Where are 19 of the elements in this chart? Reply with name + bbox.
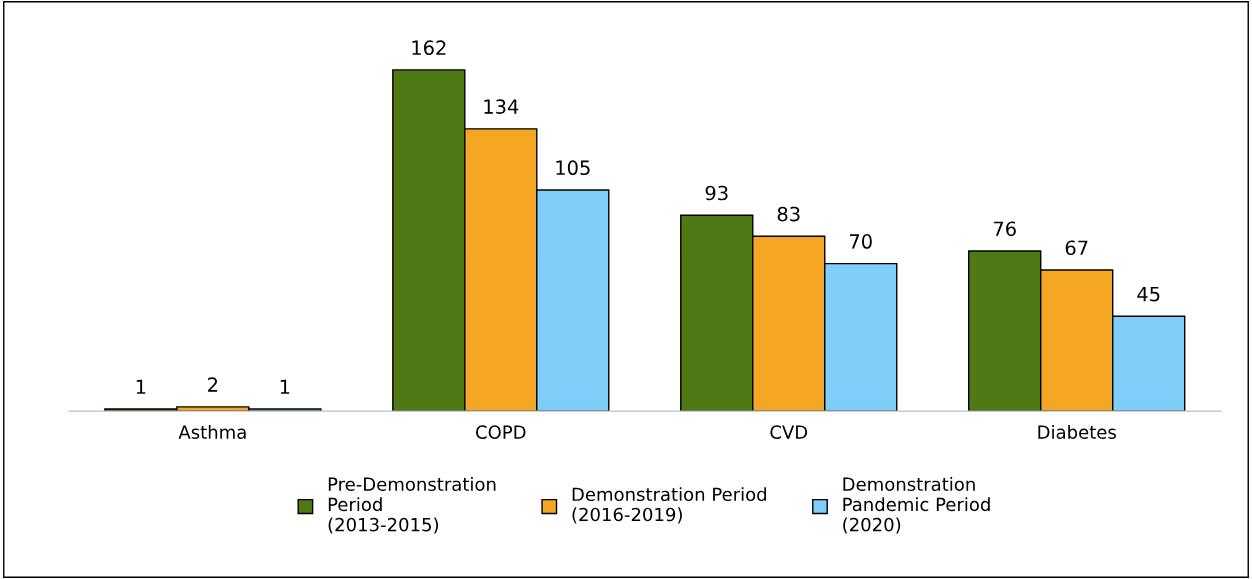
data-label: 134 [484, 99, 519, 114]
data-label: 70 [849, 234, 872, 249]
data-label: 45 [1137, 286, 1160, 302]
data-label: 2 [208, 377, 218, 392]
data-label: 83 [777, 206, 800, 222]
data-label: 93 [705, 185, 728, 201]
data-label: 105 [556, 160, 590, 176]
x-tick-label: CVD [770, 425, 808, 439]
x-tick-label: COPD [476, 425, 526, 439]
data-label: 67 [1065, 240, 1088, 256]
legend-label: Pre-Demonstration Period (2013-2015) [328, 477, 496, 534]
data-label: 1 [280, 379, 290, 394]
data-label: 76 [993, 221, 1016, 237]
legend-label: Demonstration Pandemic Period (2020) [843, 477, 990, 534]
x-tick-label: Asthma [178, 424, 246, 439]
data-label: 162 [412, 40, 446, 56]
legend-label: Demonstration Period (2016-2019) [572, 487, 766, 524]
x-tick-label: Diabetes [1038, 424, 1116, 439]
data-label: 1 [136, 379, 146, 394]
